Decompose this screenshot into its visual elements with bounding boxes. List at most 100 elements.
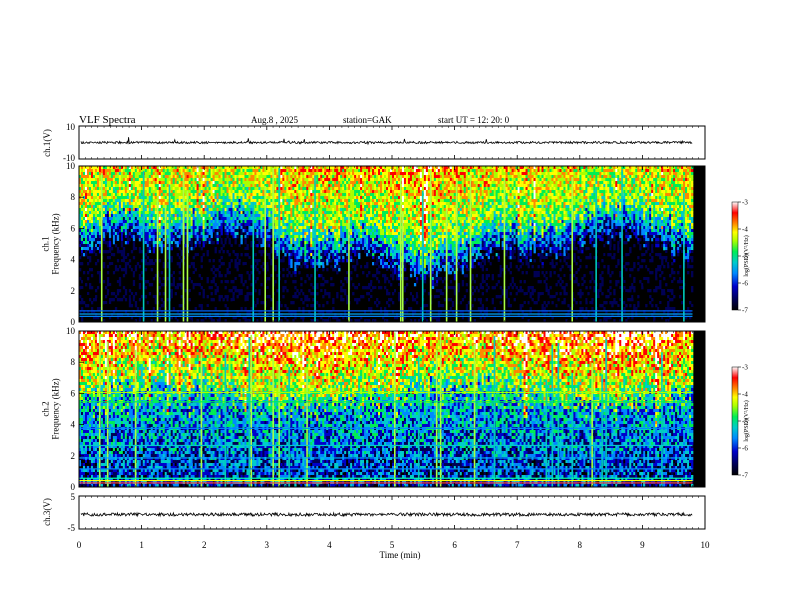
spectrogram-cell [204, 190, 207, 194]
spectrogram-cell [296, 202, 299, 206]
spectrogram-cell [154, 244, 158, 248]
spectrogram-cell [310, 208, 313, 212]
spectrogram-cell [230, 193, 233, 197]
spectrogram-cell [162, 184, 166, 188]
spectrogram-cell [274, 238, 277, 242]
spectrogram-cell [188, 217, 191, 221]
spectrogram-cell [304, 199, 307, 203]
spectrogram-cell [336, 241, 339, 245]
spectrogram-cell [144, 190, 148, 194]
spectrogram-cell [268, 274, 271, 278]
spectrogram-cell [274, 187, 277, 191]
spectrogram-cell [216, 238, 219, 242]
spectrogram-cell [214, 175, 217, 179]
spectrogram-cell [154, 166, 158, 170]
spectrogram-cell [170, 187, 173, 191]
spectrogram-cell [240, 262, 243, 266]
spectrogram-cell [192, 214, 195, 218]
spectrogram-cell [274, 211, 277, 215]
spectrogram-cell [212, 199, 215, 203]
spectrogram-cell [264, 184, 267, 188]
spectrogram-cell [226, 241, 229, 245]
spectrogram-cell [162, 229, 166, 233]
spectrogram-cell [244, 241, 247, 245]
spectrogram-cell [248, 274, 251, 278]
spectrogram-cell [202, 295, 205, 299]
spectrogram-cell [110, 226, 114, 230]
spectrogram-cell [188, 187, 191, 191]
spectrogram-cell [212, 193, 215, 197]
spectrogram-cell [79, 301, 82, 305]
spectrogram-cell [102, 310, 106, 314]
spectrogram-cell [276, 256, 279, 260]
spectrogram-cell [318, 244, 321, 248]
spectrogram-cell [112, 190, 116, 194]
spectrogram-cell [212, 196, 215, 200]
spectrogram-cell [220, 205, 223, 209]
spectrogram-cell [230, 214, 233, 218]
spectrogram-cell [200, 307, 203, 311]
spectrogram-cell [108, 316, 112, 320]
spectrogram-cell [180, 193, 183, 197]
spectrogram-cell [340, 205, 343, 209]
spectrogram-cell [344, 211, 347, 215]
spectrogram-cell [304, 193, 307, 197]
spectrogram-cell [86, 220, 90, 224]
spectrogram-cell [102, 208, 106, 212]
spectrogram-cell [320, 166, 323, 170]
spectrogram-cell [134, 178, 138, 182]
spectrogram-cell [124, 256, 128, 260]
spectrogram-cell [232, 316, 235, 320]
spectrogram-cell [102, 214, 106, 218]
spectrogram-cell [350, 319, 353, 323]
spectrogram-cell [98, 193, 102, 197]
spectrogram-cell [298, 166, 301, 170]
spectrogram-cell [230, 205, 233, 209]
spectrogram-cell [270, 184, 273, 188]
spectrogram-cell [122, 190, 126, 194]
spectrogram-cell [260, 265, 263, 269]
spectrogram-cell [318, 175, 321, 179]
spectrogram-cell [316, 211, 319, 215]
spectrogram-cell [120, 238, 124, 242]
spectrogram-cell [316, 319, 319, 323]
spectrogram-cell [342, 214, 345, 218]
spectrogram-cell [286, 226, 289, 230]
spectrogram-cell [346, 301, 349, 305]
spectrogram-cell [102, 220, 106, 224]
spectrogram-cell [90, 232, 94, 236]
spectrogram-cell [332, 283, 335, 287]
spectrogram-cell [79, 241, 82, 245]
spectrogram-cell [292, 211, 295, 215]
spectrogram-cell [350, 232, 353, 236]
spectrogram-cell [110, 187, 114, 191]
spectrogram-cell [226, 178, 229, 182]
spectrogram-cell [254, 169, 257, 173]
spectrogram-cell [320, 232, 323, 236]
spectrogram-cell [134, 187, 138, 191]
spectrogram-cell [188, 235, 191, 239]
spectrogram-cell [232, 217, 235, 221]
spectrogram-cell [292, 271, 295, 275]
spectrogram-cell [202, 193, 205, 197]
spectrogram-cell [328, 238, 331, 242]
spectrogram-cell [180, 310, 183, 314]
spectrogram-cell [138, 265, 142, 269]
spectrogram-cell [342, 250, 345, 254]
spectrogram-cell [122, 229, 126, 233]
spectrogram-cell [260, 184, 263, 188]
spectrogram-cell [82, 244, 86, 248]
spectrogram-cell [310, 319, 313, 323]
spectrogram-cell [96, 244, 100, 248]
spectrogram-cell [212, 166, 215, 170]
spectrogram-cell [316, 262, 319, 266]
spectrogram-cell [328, 199, 331, 203]
spectrogram-cell [262, 310, 265, 314]
spectrogram-cell [126, 169, 130, 173]
spectrogram-cell [350, 247, 353, 251]
spectrogram-cell [294, 211, 297, 215]
spectrogram-cell [112, 241, 116, 245]
spectrogram-cell [162, 301, 166, 305]
spectrogram-cell [172, 223, 175, 227]
spectrogram-cell [322, 187, 325, 191]
